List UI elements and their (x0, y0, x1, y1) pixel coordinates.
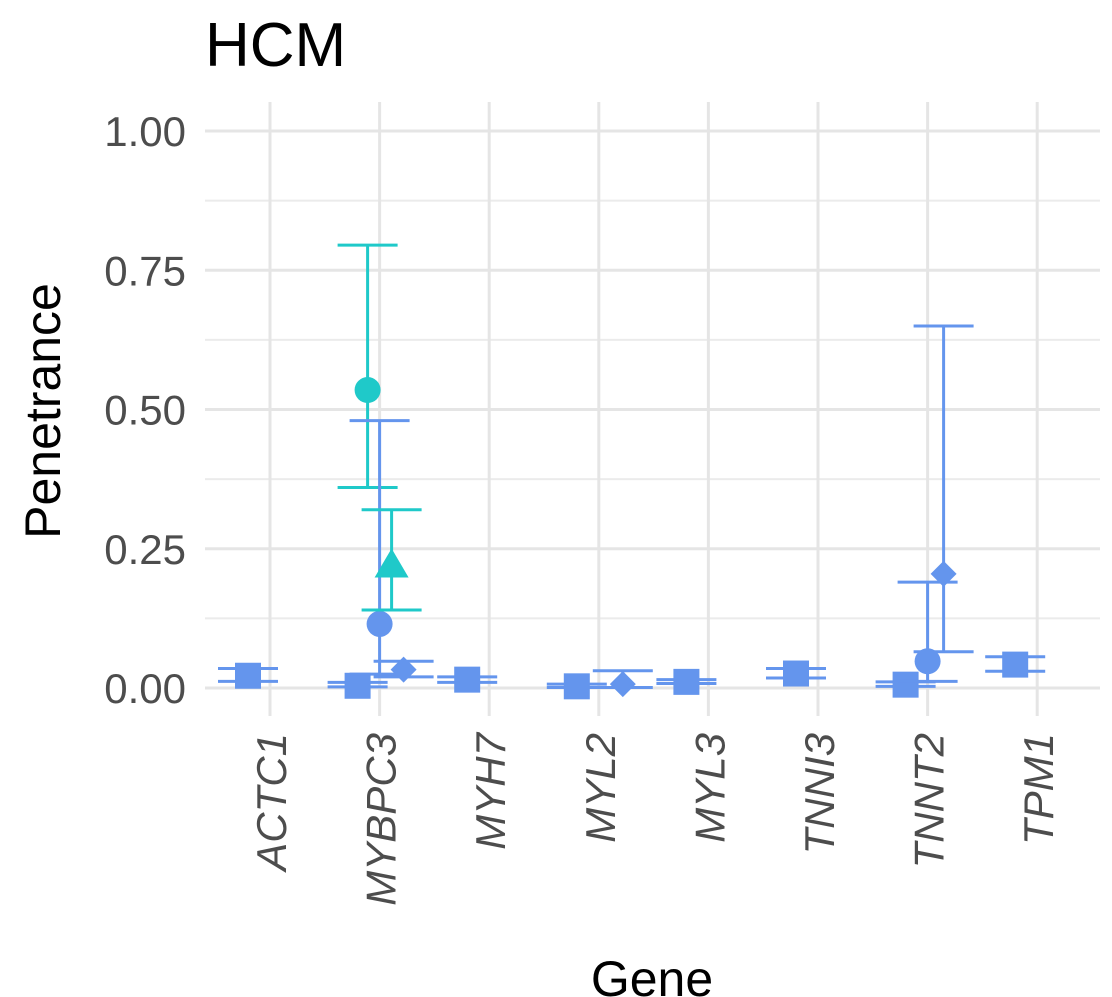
x-tick-label: ACTC1 (248, 733, 295, 874)
point-square (1002, 651, 1029, 678)
point-square (235, 662, 261, 689)
y-tick-label: 0.00 (104, 665, 186, 712)
point-group-mybpc3 (337, 243, 398, 489)
point-circle (914, 648, 941, 675)
point-square (892, 671, 919, 698)
y-tick-label: 0.75 (104, 247, 186, 294)
y-axis-label: Penetrance (15, 283, 71, 539)
x-tick-label: MYBPC3 (358, 733, 405, 906)
y-tick-label: 1.00 (104, 108, 186, 155)
point-group-mybpc3 (373, 656, 434, 683)
point-group-mybpc3 (361, 508, 422, 612)
y-tick-label: 0.50 (104, 387, 186, 434)
point-group-tpm1 (985, 651, 1046, 678)
point-group-tnnt2 (913, 324, 974, 654)
point-square (344, 672, 371, 699)
point-square (783, 660, 809, 687)
chart-title: HCM (205, 11, 346, 80)
point-diamond (390, 656, 417, 683)
point-group-myl2 (592, 669, 653, 698)
point-square (563, 673, 590, 700)
point-circle (366, 610, 393, 637)
point-group-tnnt2 (897, 580, 958, 683)
y-axis-ticks: 0.00 0.25 0.50 0.75 1.00 (104, 108, 186, 712)
point-circle (354, 377, 381, 404)
point-triangle (374, 548, 409, 578)
point-group-tnnt2 (875, 671, 936, 698)
data-marks (218, 243, 1046, 700)
x-tick-label: TNNI3 (796, 733, 843, 854)
x-tick-label: TPM1 (1015, 733, 1062, 845)
grid-lines (205, 102, 1100, 716)
x-tick-label: MYH7 (467, 731, 514, 849)
x-tick-label: TNNT2 (906, 733, 953, 868)
point-square (673, 668, 700, 695)
point-group-mybpc3 (327, 672, 388, 699)
y-tick-label: 0.25 (104, 526, 186, 573)
point-group-myh7 (437, 666, 498, 693)
x-axis-ticks: ACTC1 MYBPC3 MYH7 MYL2 MYL3 TNNI3 TNNT2 TPM1 (248, 731, 1062, 905)
point-diamond (930, 560, 957, 587)
point-group-myl3 (656, 668, 717, 695)
point-diamond (609, 671, 636, 698)
point-group-actc1 (218, 662, 278, 689)
x-axis-label: Gene (591, 951, 713, 997)
point-square (454, 666, 481, 693)
point-group-tnni3 (766, 660, 826, 687)
x-tick-label: MYL2 (577, 733, 624, 843)
x-tick-label: MYL3 (686, 733, 733, 843)
